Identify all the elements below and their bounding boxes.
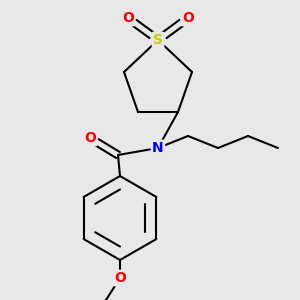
Text: O: O (114, 271, 126, 285)
Text: O: O (84, 131, 96, 145)
Text: S: S (153, 33, 163, 47)
Text: O: O (182, 11, 194, 25)
Text: O: O (122, 11, 134, 25)
Text: N: N (152, 141, 164, 155)
